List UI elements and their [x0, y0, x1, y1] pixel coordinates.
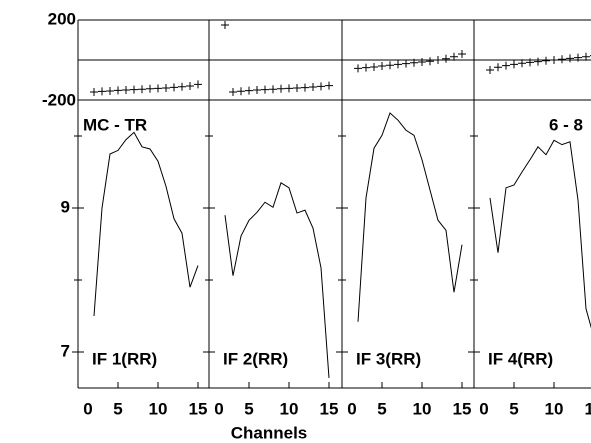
phase-marker [146, 84, 154, 93]
phase-marker [138, 85, 146, 94]
phase-marker [442, 54, 450, 63]
phase-marker [130, 85, 138, 94]
amplitude-line [224, 182, 330, 378]
phase-marker [309, 83, 317, 91]
amp-tick-label: 7 [61, 341, 70, 360]
phase-marker [229, 88, 237, 96]
x-tick-label: 10 [280, 399, 299, 418]
x-tick-label: 15 [320, 399, 339, 418]
x-axis-label: Channels [231, 423, 308, 442]
phase-marker [582, 52, 590, 61]
x-tick-label: 0 [83, 399, 92, 418]
phase-marker [122, 86, 130, 94]
phase-marker [502, 61, 510, 70]
phase-tick-label: -200 [42, 90, 76, 109]
phase-marker [106, 87, 114, 95]
phase-marker [317, 82, 325, 91]
phase-marker [325, 81, 333, 90]
phase-marker [277, 84, 285, 93]
amplitude-line [357, 112, 463, 322]
x-tick-label: 5 [113, 399, 122, 418]
x-tick-label: 0 [347, 399, 356, 418]
phase-marker [221, 21, 229, 29]
phase-marker [98, 87, 106, 96]
x-tick-label: 10 [149, 399, 168, 418]
phase-marker [542, 56, 550, 65]
phase-marker [362, 63, 370, 72]
x-tick-label: 0 [479, 399, 488, 418]
panel-label: IF 1(RR) [92, 349, 157, 368]
annotation: MC - TR [83, 115, 147, 134]
phase-marker [293, 84, 301, 92]
phase-marker [574, 53, 582, 62]
phase-marker [510, 60, 518, 69]
phase-marker [486, 66, 494, 74]
phase-marker [394, 60, 402, 69]
phase-tick-label: 200 [48, 9, 76, 28]
panel-label: IF 4(RR) [488, 349, 553, 368]
phase-marker [526, 58, 534, 67]
x-tick-label: 15 [453, 399, 472, 418]
phase-marker [170, 83, 178, 92]
phase-marker [566, 54, 574, 63]
phase-marker [194, 80, 202, 89]
phase-marker [458, 50, 466, 58]
phase-marker [178, 82, 186, 91]
annotation: 6 - 8 [549, 115, 583, 134]
x-tick-label: 0 [214, 399, 223, 418]
x-tick-label: 10 [545, 399, 564, 418]
phase-marker [245, 86, 253, 95]
phase-marker [237, 87, 245, 96]
panel-label: IF 2(RR) [223, 349, 288, 368]
x-tick-label: 5 [244, 399, 253, 418]
phase-marker [354, 64, 362, 73]
phase-marker [301, 83, 309, 92]
phase-marker [162, 84, 170, 92]
phase-marker [186, 82, 194, 90]
phase-marker [90, 88, 98, 96]
phase-marker [154, 84, 162, 93]
phase-marker [558, 55, 566, 64]
panel-label: IF 3(RR) [356, 349, 421, 368]
phase-marker [402, 59, 410, 68]
phase-marker [261, 85, 269, 94]
phase-marker [378, 62, 386, 70]
x-tick-label: 15 [585, 399, 591, 418]
amplitude-line [489, 139, 591, 329]
amplitude-line [93, 131, 199, 317]
phase-marker [386, 61, 394, 70]
phase-marker [114, 86, 122, 95]
x-tick-label: 10 [413, 399, 432, 418]
phase-marker [550, 56, 558, 64]
amp-tick-label: 9 [61, 197, 70, 216]
phase-marker [410, 58, 418, 67]
phase-marker [370, 63, 378, 71]
phase-marker [494, 63, 502, 72]
phase-marker [426, 57, 434, 66]
phase-marker [534, 57, 542, 66]
phase-marker [518, 59, 526, 68]
x-tick-label: 15 [189, 399, 208, 418]
x-tick-label: 5 [509, 399, 518, 418]
x-tick-label: 5 [377, 399, 386, 418]
phase-marker [418, 58, 426, 66]
phase-marker [269, 85, 277, 94]
phase-marker [450, 52, 458, 61]
phase-marker [253, 86, 261, 94]
phase-marker [285, 84, 293, 93]
phase-marker [434, 56, 442, 64]
